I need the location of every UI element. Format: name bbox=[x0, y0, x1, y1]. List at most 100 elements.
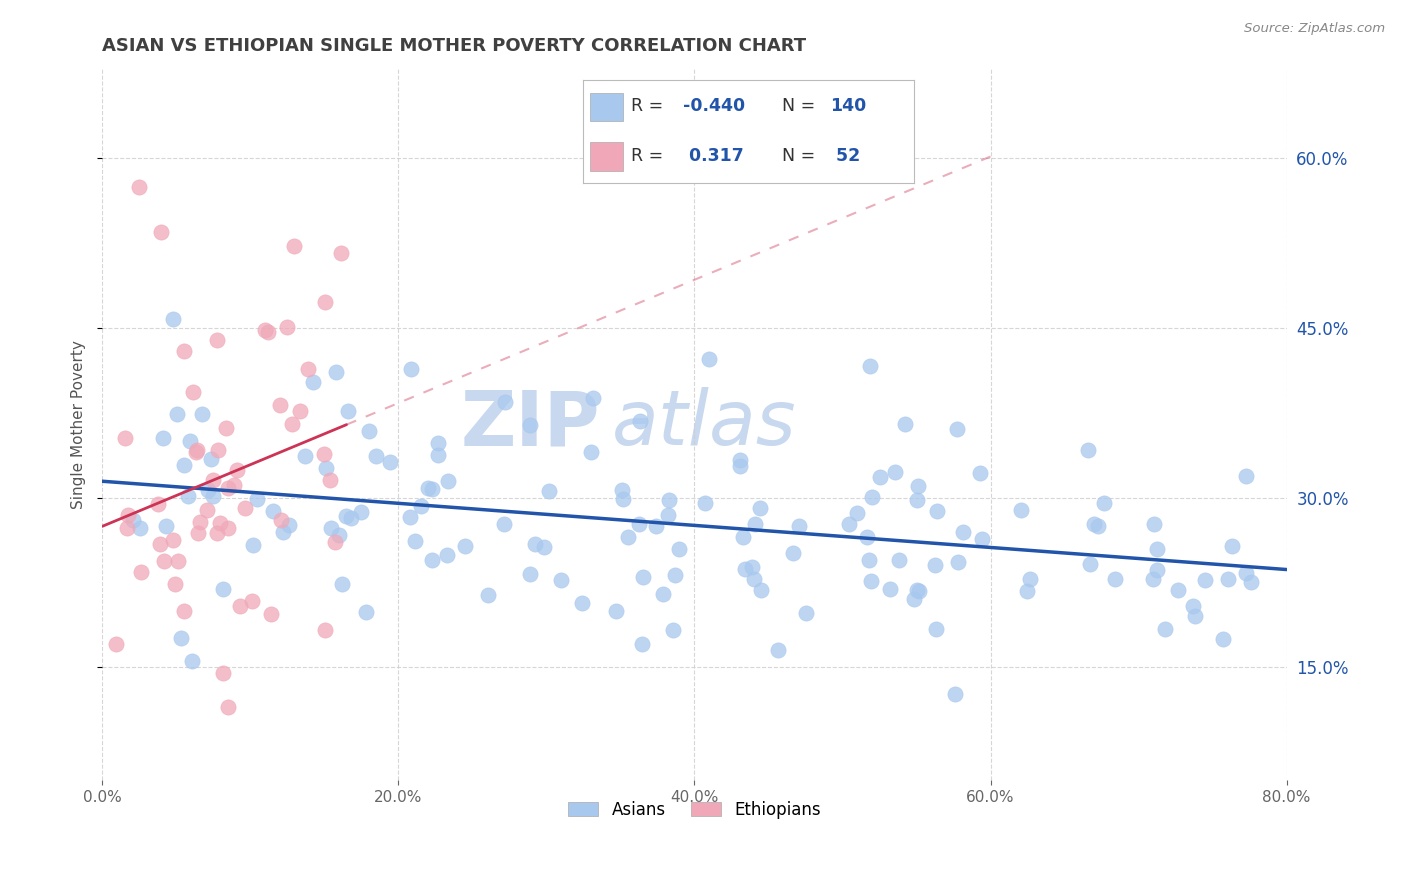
Point bbox=[404, 533, 426, 548]
Point bbox=[325, 365, 347, 379]
Point bbox=[330, 577, 353, 591]
Point bbox=[1182, 599, 1205, 613]
Point bbox=[330, 245, 353, 260]
Point bbox=[167, 553, 190, 567]
Point bbox=[662, 623, 685, 637]
Point bbox=[188, 516, 211, 530]
Point bbox=[202, 473, 225, 487]
Point bbox=[1010, 503, 1032, 517]
Point bbox=[180, 654, 202, 668]
Point bbox=[925, 504, 948, 518]
Point bbox=[1194, 573, 1216, 587]
Point bbox=[319, 473, 342, 487]
Point bbox=[215, 421, 238, 435]
Point bbox=[1216, 572, 1239, 586]
Point bbox=[278, 517, 301, 532]
Text: Source: ZipAtlas.com: Source: ZipAtlas.com bbox=[1244, 22, 1385, 36]
Point bbox=[128, 179, 150, 194]
Point bbox=[314, 294, 336, 309]
Point bbox=[294, 449, 316, 463]
Point bbox=[176, 489, 198, 503]
Point bbox=[335, 509, 357, 524]
Point bbox=[1104, 572, 1126, 586]
Point bbox=[612, 491, 634, 506]
Point bbox=[728, 458, 751, 473]
Point bbox=[519, 567, 541, 582]
Point bbox=[436, 475, 458, 489]
Point bbox=[314, 447, 336, 461]
Point bbox=[129, 521, 152, 535]
Point bbox=[217, 699, 239, 714]
Point bbox=[270, 513, 292, 527]
Point bbox=[905, 583, 928, 598]
Point bbox=[427, 435, 450, 450]
Point bbox=[1167, 583, 1189, 598]
Point bbox=[115, 521, 138, 535]
Point bbox=[257, 325, 280, 339]
Point bbox=[782, 546, 804, 560]
Point bbox=[766, 642, 789, 657]
Point bbox=[416, 481, 439, 495]
Point bbox=[1146, 541, 1168, 556]
Point bbox=[186, 442, 208, 457]
Point bbox=[211, 665, 233, 680]
Point bbox=[924, 558, 946, 572]
Point bbox=[240, 593, 263, 607]
Point bbox=[1142, 572, 1164, 586]
Point bbox=[273, 524, 295, 539]
Point bbox=[217, 481, 239, 495]
Point bbox=[209, 516, 232, 530]
Point bbox=[946, 555, 969, 569]
Point bbox=[217, 521, 239, 535]
Text: 0.317: 0.317 bbox=[683, 146, 744, 165]
Point bbox=[181, 384, 204, 399]
Point bbox=[328, 528, 350, 542]
Point bbox=[742, 572, 765, 586]
Point bbox=[627, 516, 650, 531]
Point bbox=[1142, 517, 1164, 532]
Point bbox=[664, 568, 686, 582]
Point bbox=[378, 455, 401, 469]
Point bbox=[668, 541, 690, 556]
Point bbox=[337, 403, 360, 417]
Point bbox=[1083, 516, 1105, 531]
Point bbox=[477, 588, 499, 602]
Point bbox=[228, 599, 250, 613]
Point bbox=[233, 500, 256, 515]
Point bbox=[283, 238, 305, 252]
Point bbox=[454, 539, 477, 553]
Point bbox=[519, 417, 541, 432]
Point bbox=[617, 530, 640, 544]
Point bbox=[436, 548, 458, 562]
Point bbox=[187, 525, 209, 540]
Point bbox=[658, 492, 681, 507]
Point bbox=[887, 553, 910, 567]
Point bbox=[314, 623, 336, 637]
Point bbox=[744, 516, 766, 531]
Point bbox=[749, 582, 772, 597]
Point bbox=[411, 500, 433, 514]
Point bbox=[630, 637, 652, 651]
Point bbox=[1154, 622, 1177, 636]
Text: 52: 52 bbox=[830, 146, 860, 165]
Point bbox=[162, 312, 184, 326]
Point bbox=[494, 516, 516, 531]
Point bbox=[969, 466, 991, 480]
Point bbox=[150, 225, 173, 239]
Point bbox=[276, 320, 298, 334]
Point bbox=[166, 407, 188, 421]
Point bbox=[117, 508, 139, 522]
Point bbox=[129, 565, 152, 579]
Text: 140: 140 bbox=[830, 97, 866, 115]
Point bbox=[845, 507, 868, 521]
Point bbox=[152, 431, 174, 445]
Point bbox=[943, 687, 966, 701]
Point bbox=[697, 351, 720, 366]
Point bbox=[163, 576, 186, 591]
Point bbox=[354, 605, 377, 619]
Point bbox=[246, 491, 269, 506]
Point bbox=[733, 531, 755, 545]
Point bbox=[1018, 572, 1040, 586]
Point bbox=[288, 404, 311, 418]
Point bbox=[398, 509, 420, 524]
